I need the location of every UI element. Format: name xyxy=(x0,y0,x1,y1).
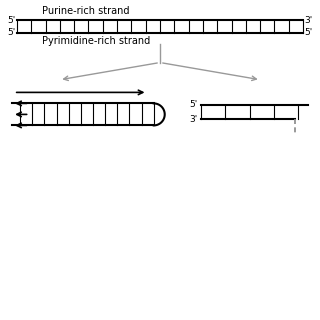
Text: 5': 5' xyxy=(189,100,198,109)
Text: 5': 5' xyxy=(7,28,15,37)
Text: Pyrimidine-rich strand: Pyrimidine-rich strand xyxy=(42,36,150,46)
Text: 3': 3' xyxy=(189,115,198,124)
Text: 5': 5' xyxy=(305,28,313,37)
Text: 5': 5' xyxy=(7,16,15,25)
Text: Purine-rich strand: Purine-rich strand xyxy=(42,6,130,16)
Text: 3': 3' xyxy=(305,16,313,25)
